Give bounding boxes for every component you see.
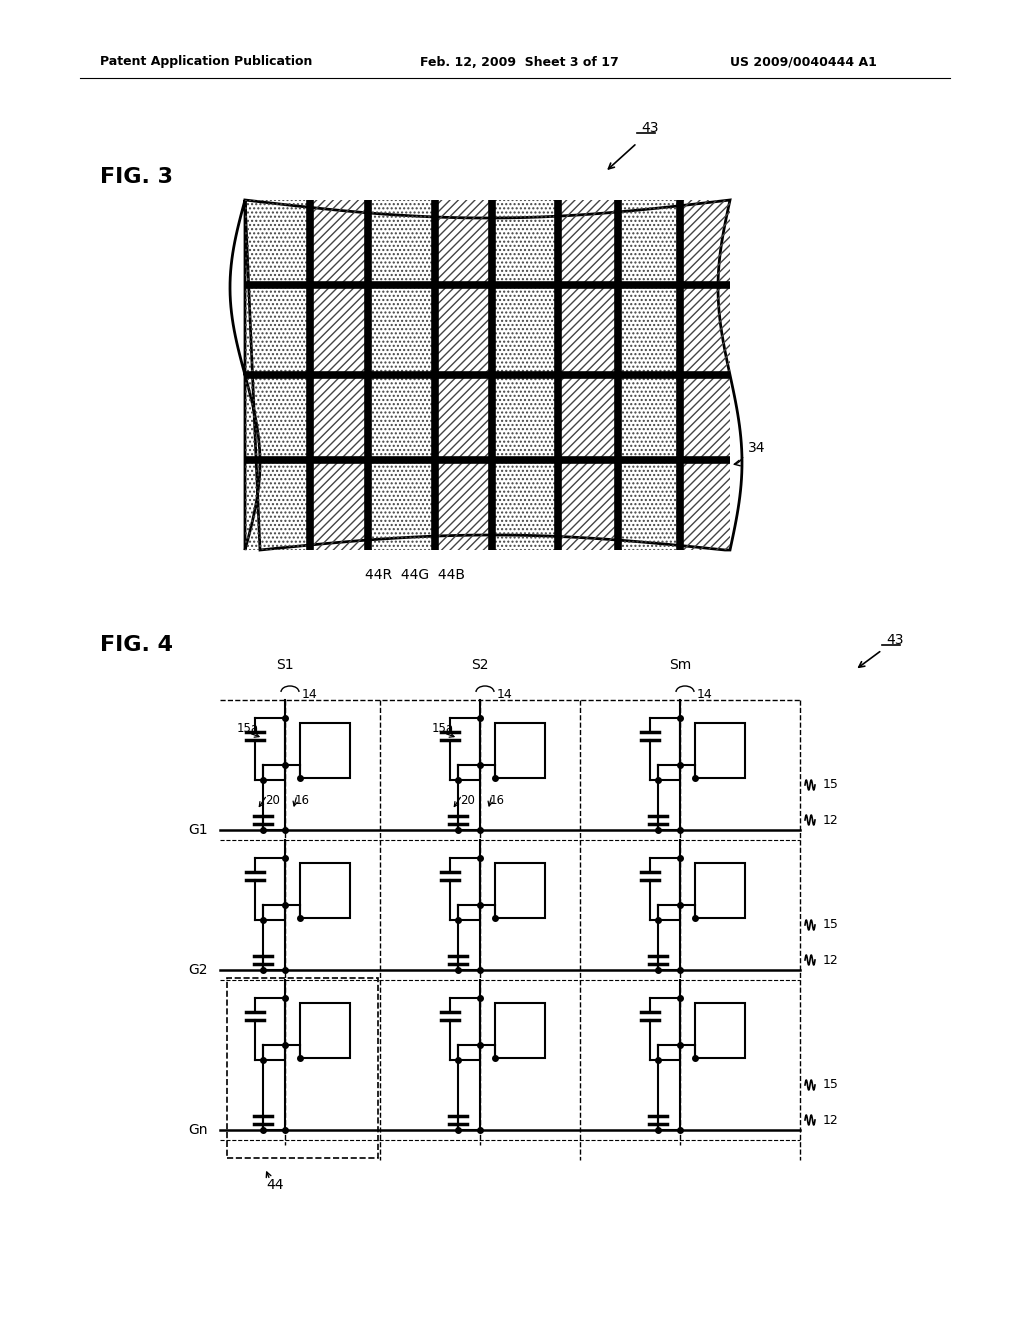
Text: 15a: 15a: [237, 722, 259, 734]
Text: 16: 16: [295, 793, 310, 807]
Bar: [558, 459, 618, 550]
Bar: [300, 1003, 350, 1059]
Text: 43: 43: [641, 121, 658, 135]
Bar: [695, 1003, 745, 1059]
Bar: [558, 201, 618, 285]
Bar: [368, 201, 435, 285]
Bar: [695, 863, 745, 917]
Text: Gn: Gn: [188, 1123, 208, 1137]
Text: 14: 14: [697, 689, 713, 701]
Text: 34: 34: [748, 441, 766, 455]
Text: 12: 12: [823, 1114, 839, 1126]
Bar: [492, 285, 558, 375]
Bar: [368, 375, 435, 459]
Bar: [245, 201, 310, 285]
Text: 15: 15: [823, 919, 839, 932]
Bar: [558, 285, 618, 375]
Bar: [368, 459, 435, 550]
Text: Patent Application Publication: Patent Application Publication: [100, 55, 312, 69]
Text: S1: S1: [276, 657, 294, 672]
Text: 20: 20: [265, 793, 280, 807]
Bar: [495, 863, 545, 917]
Text: S2: S2: [471, 657, 488, 672]
Bar: [492, 375, 558, 459]
Bar: [245, 459, 310, 550]
Text: 44R  44G  44B: 44R 44G 44B: [365, 568, 465, 582]
Bar: [435, 375, 492, 459]
Bar: [680, 201, 730, 285]
Bar: [495, 1003, 545, 1059]
Text: 15: 15: [823, 1078, 839, 1092]
Text: 15: 15: [823, 779, 839, 792]
Bar: [618, 459, 680, 550]
Bar: [492, 201, 558, 285]
Bar: [310, 285, 368, 375]
Text: 14: 14: [497, 689, 513, 701]
Text: FIG. 4: FIG. 4: [100, 635, 173, 655]
Bar: [245, 285, 310, 375]
Bar: [310, 201, 368, 285]
Text: G2: G2: [188, 964, 208, 977]
Bar: [492, 459, 558, 550]
Bar: [245, 375, 310, 459]
Bar: [310, 375, 368, 459]
Bar: [495, 723, 545, 777]
Text: G1: G1: [188, 822, 208, 837]
Text: US 2009/0040444 A1: US 2009/0040444 A1: [730, 55, 877, 69]
Text: 16: 16: [490, 793, 505, 807]
Bar: [680, 375, 730, 459]
Bar: [680, 459, 730, 550]
Text: 15a: 15a: [432, 722, 454, 734]
Bar: [618, 285, 680, 375]
Text: 12: 12: [823, 813, 839, 826]
Text: 12: 12: [823, 953, 839, 966]
Bar: [435, 285, 492, 375]
Bar: [310, 459, 368, 550]
Text: 14: 14: [302, 689, 317, 701]
Bar: [435, 201, 492, 285]
Text: 20: 20: [460, 793, 475, 807]
Bar: [558, 375, 618, 459]
Bar: [300, 723, 350, 777]
Bar: [618, 375, 680, 459]
Bar: [227, 978, 378, 1158]
Bar: [680, 285, 730, 375]
Polygon shape: [230, 201, 742, 550]
Bar: [368, 285, 435, 375]
Text: FIG. 3: FIG. 3: [100, 168, 173, 187]
Text: 43: 43: [886, 634, 904, 647]
Bar: [618, 201, 680, 285]
Text: 44: 44: [266, 1177, 284, 1192]
Bar: [695, 723, 745, 777]
Text: Sm: Sm: [669, 657, 691, 672]
Text: Feb. 12, 2009  Sheet 3 of 17: Feb. 12, 2009 Sheet 3 of 17: [420, 55, 618, 69]
Bar: [435, 459, 492, 550]
Bar: [300, 863, 350, 917]
